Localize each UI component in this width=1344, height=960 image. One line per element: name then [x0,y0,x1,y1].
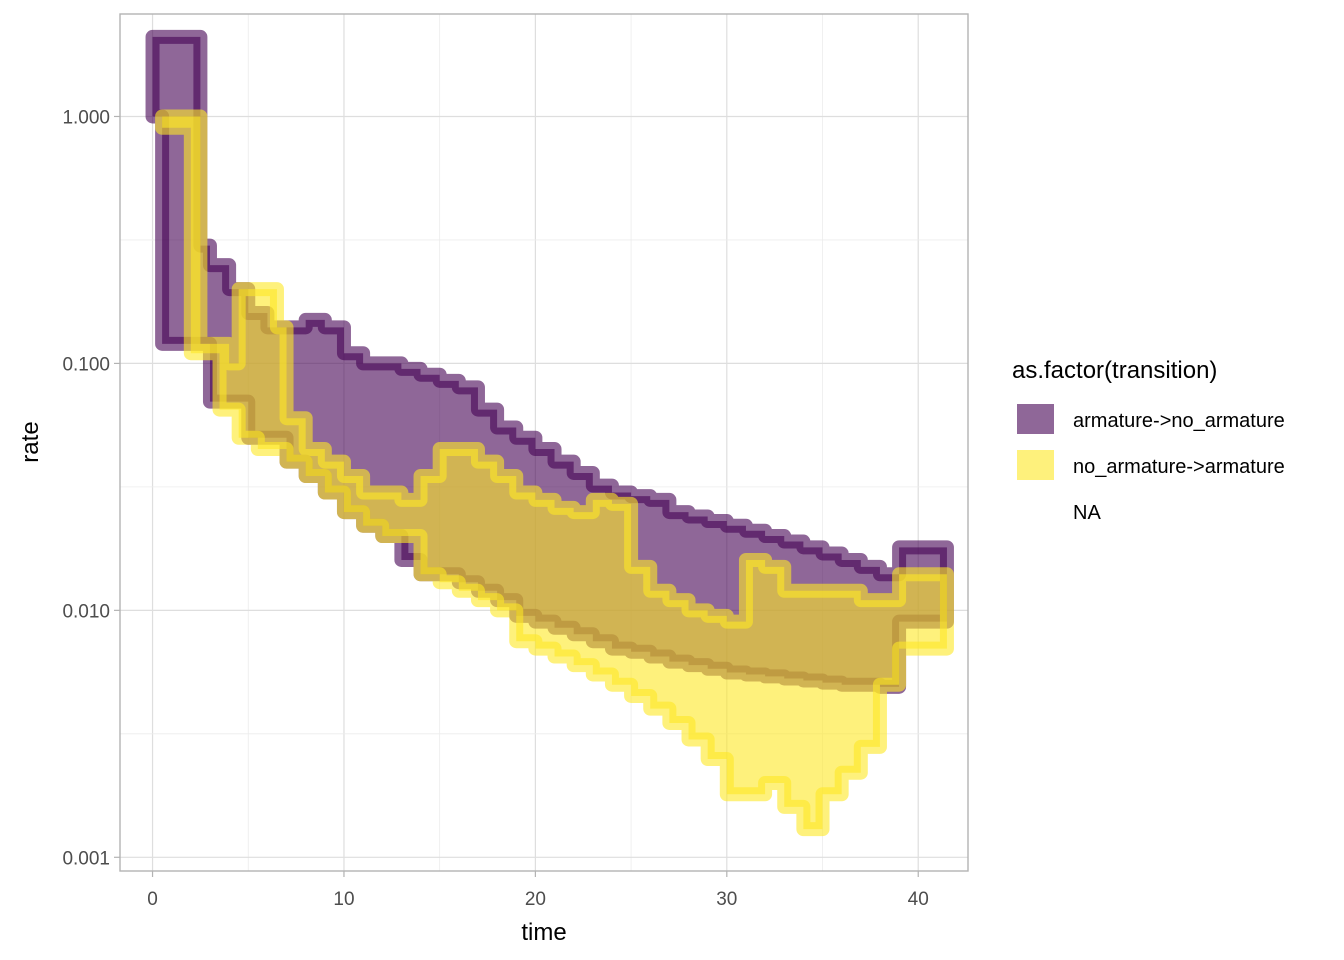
y-tick-label: 0.100 [62,354,110,375]
x-tick-label: 0 [147,889,158,910]
y-axis-tick-labels: 0.001 0.010 0.100 1.000 [62,107,120,869]
x-axis-tick-labels: 0 10 20 30 40 [147,871,929,910]
x-tick-label: 40 [908,889,929,910]
x-tick-label: 10 [333,889,354,910]
x-tick-label: 30 [716,889,737,910]
legend-label: NA [1073,502,1101,524]
x-tick-label: 20 [525,889,546,910]
legend-swatch [1017,404,1054,434]
legend-label: no_armature->armature [1073,456,1285,478]
legend-swatch [1017,450,1054,480]
y-tick-label: 0.010 [62,601,110,622]
series-ribbon-2 [155,109,954,837]
data-series [145,29,954,837]
x-axis-title: time [521,919,566,946]
y-tick-label: 0.001 [62,848,110,869]
legend-title: as.factor(transition) [1012,357,1217,384]
legend-items: armature->no_armature no_armature->armatu… [1017,404,1285,524]
y-tick-label: 1.000 [62,107,110,128]
legend-label: armature->no_armature [1073,410,1285,432]
y-axis-title: rate [17,421,44,462]
plot-panel-border [119,13,969,872]
legend: as.factor(transition) armature->no_armat… [1012,357,1285,524]
